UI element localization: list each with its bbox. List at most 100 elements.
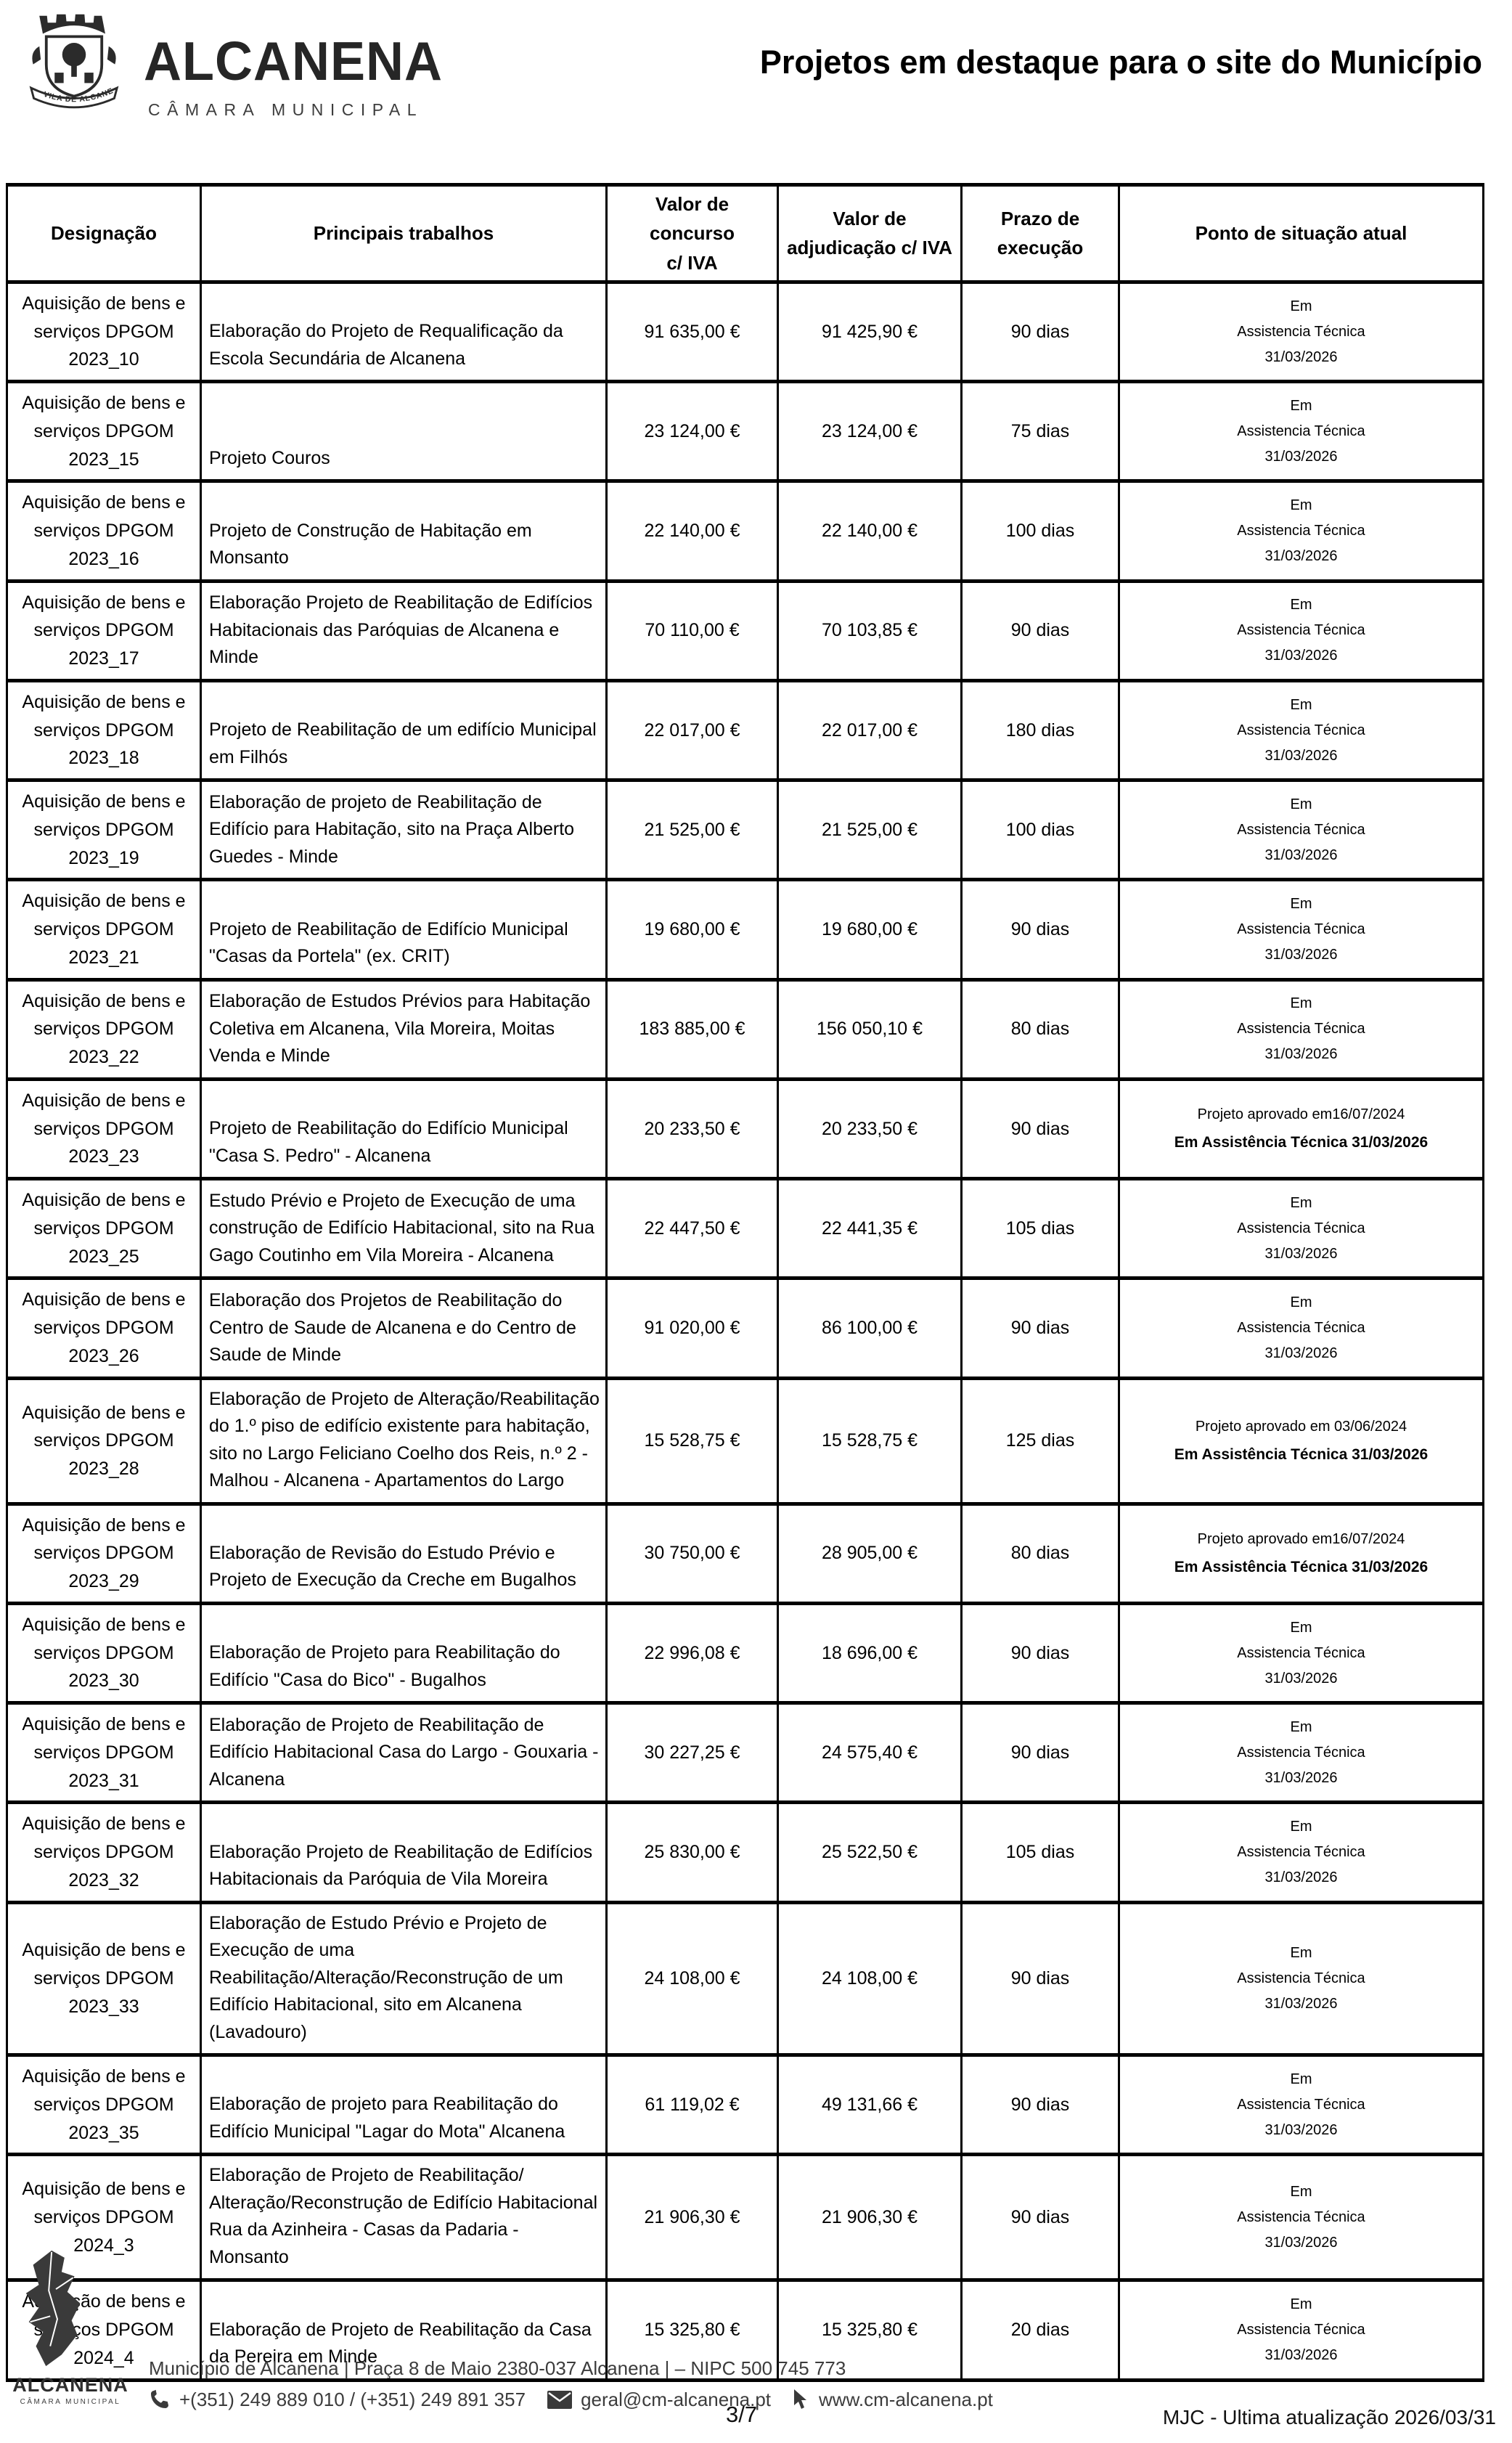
- designacao-id: 2023_10: [68, 349, 139, 370]
- cell-ponto-situacao: Em Assistencia Técnica 31/03/2026: [1118, 977, 1484, 1081]
- cell-valor-concurso: 22 017,00 €: [605, 678, 779, 783]
- status-standard: Em Assistencia Técnica 31/03/2026: [1237, 696, 1365, 764]
- designacao-line: serviços DPGOM: [33, 1543, 174, 1564]
- status-standard: Em Assistencia Técnica 31/03/2026: [1237, 1194, 1365, 1262]
- cell-ponto-situacao: Em Assistencia Técnica 31/03/2026: [1118, 1900, 1484, 2057]
- cell-ponto-situacao: Em Assistencia Técnica 31/03/2026: [1118, 2053, 1484, 2157]
- designacao-line: serviços DPGOM: [33, 1842, 174, 1863]
- table-row: Aquisição de bens e serviços DPGOM 2024_…: [6, 2153, 1484, 2283]
- cell-designacao: Aquisição de bens e serviços DPGOM 2023_…: [6, 1376, 202, 1506]
- footer-address: Município de Alcanena | Praça 8 de Maio …: [149, 2357, 846, 2379]
- cell-prazo-execucao: 80 dias: [960, 977, 1120, 1081]
- cell-ponto-situacao: Em Assistencia Técnica 31/03/2026: [1118, 579, 1484, 682]
- cell-prazo-execucao: 90 dias: [960, 579, 1120, 682]
- table-row: Aquisição de bens e serviços DPGOM 2024_…: [6, 2278, 1484, 2382]
- cell-valor-adjudicacao: 23 124,00 €: [777, 380, 963, 484]
- status-standard: Em Assistencia Técnica 31/03/2026: [1237, 1619, 1365, 1687]
- designacao-id: 2023_22: [68, 1047, 139, 1068]
- table-row: Aquisição de bens e serviços DPGOM 2023_…: [6, 1501, 1484, 1605]
- cell-valor-adjudicacao: 28 905,00 €: [777, 1501, 963, 1605]
- column-header-ponto-situacao: Ponto de situação atual: [1118, 183, 1484, 284]
- designacao-line: Aquisição de bens e: [22, 1090, 186, 1111]
- cell-valor-adjudicacao: 25 522,50 €: [777, 1800, 963, 1904]
- cell-designacao: Aquisição de bens e serviços DPGOM 2023_…: [6, 678, 202, 783]
- cell-ponto-situacao: Em Assistencia Técnica 31/03/2026: [1118, 2153, 1484, 2283]
- column-header-principais-trabalhos: Principais trabalhos: [200, 183, 608, 284]
- cell-principais-trabalhos: Elaboração dos Projetos de Reabilitação …: [200, 1276, 608, 1380]
- designacao-id: 2023_18: [68, 748, 139, 769]
- footer-brand-name: ALCANENA: [12, 2374, 128, 2396]
- cell-valor-adjudicacao: 22 140,00 €: [777, 479, 963, 583]
- cell-valor-concurso: 15 528,75 €: [605, 1376, 779, 1506]
- cell-valor-concurso: 22 140,00 €: [605, 479, 779, 583]
- table-row: Aquisição de bens e serviços DPGOM 2023_…: [6, 878, 1484, 982]
- cell-prazo-execucao: 125 dias: [960, 1376, 1120, 1506]
- cell-valor-concurso: 91 020,00 €: [605, 1276, 779, 1380]
- cell-valor-concurso: 21 525,00 €: [605, 778, 779, 882]
- table-row: Aquisição de bens e serviços DPGOM 2023_…: [6, 1701, 1484, 1805]
- table-row: Aquisição de bens e serviços DPGOM 2023_…: [6, 1376, 1484, 1506]
- column-header-prazo-execucao: Prazo de execução: [960, 183, 1120, 284]
- designacao-line: Aquisição de bens e: [22, 990, 186, 1011]
- designacao-line: serviços DPGOM: [33, 1642, 174, 1663]
- table-row: Aquisição de bens e serviços DPGOM 2023_…: [6, 1601, 1484, 1705]
- footer-email[interactable]: geral@cm-alcanena.pt: [581, 2388, 772, 2410]
- page-title: Projetos em destaque para o site do Muni…: [759, 44, 1482, 81]
- cell-valor-concurso: 23 124,00 €: [605, 380, 779, 484]
- cell-prazo-execucao: 90 dias: [960, 878, 1120, 982]
- table-row: Aquisição de bens e serviços DPGOM 2023_…: [6, 1177, 1484, 1281]
- cell-designacao: Aquisição de bens e serviços DPGOM 2023_…: [6, 479, 202, 583]
- designacao-line: serviços DPGOM: [33, 1742, 174, 1763]
- status-standard: Em Assistencia Técnica 31/03/2026: [1237, 298, 1365, 365]
- cell-ponto-situacao: Em Assistencia Técnica 31/03/2026: [1118, 1800, 1484, 1904]
- designacao-line: Aquisição de bens e: [22, 293, 186, 314]
- envelope-icon: [547, 2390, 573, 2409]
- cell-valor-adjudicacao: 24 108,00 €: [777, 1900, 963, 2057]
- cell-designacao: Aquisição de bens e serviços DPGOM 2023_…: [6, 1701, 202, 1805]
- cell-ponto-situacao: Em Assistencia Técnica 31/03/2026: [1118, 2278, 1484, 2382]
- cell-principais-trabalhos: Elaboração Projeto de Reabilitação de Ed…: [200, 1800, 608, 1904]
- designacao-line: Aquisição de bens e: [22, 891, 186, 912]
- table-row: Aquisição de bens e serviços DPGOM 2023_…: [6, 778, 1484, 882]
- footer-website[interactable]: www.cm-alcanena.pt: [819, 2388, 993, 2410]
- cell-ponto-situacao: Projeto aprovado em 03/06/2024 Em Assistê…: [1118, 1376, 1484, 1506]
- cell-ponto-situacao: Projeto aprovado em16/07/2024 Em Assistên…: [1118, 1077, 1484, 1181]
- designacao-line: serviços DPGOM: [33, 1218, 174, 1239]
- cell-prazo-execucao: 90 dias: [960, 1601, 1120, 1705]
- table-row: Aquisição de bens e serviços DPGOM 2023_…: [6, 1800, 1484, 1904]
- cell-prazo-execucao: 75 dias: [960, 380, 1120, 484]
- cell-ponto-situacao: Em Assistencia Técnica 31/03/2026: [1118, 678, 1484, 783]
- phone-icon: [149, 2389, 171, 2410]
- cell-principais-trabalhos: Elaboração de Projeto de Reabilitação de…: [200, 1701, 608, 1805]
- cell-designacao: Aquisição de bens e serviços DPGOM 2023_…: [6, 1501, 202, 1605]
- cell-prazo-execucao: 90 dias: [960, 1276, 1120, 1380]
- status-standard: Em Assistencia Técnica 31/03/2026: [1237, 1944, 1365, 2012]
- cell-ponto-situacao: Em Assistencia Técnica 31/03/2026: [1118, 380, 1484, 484]
- designacao-id: 2023_17: [68, 648, 139, 669]
- designacao-id: 2023_33: [68, 1996, 139, 2017]
- table-row: Aquisição de bens e serviços DPGOM 2023_…: [6, 2053, 1484, 2157]
- designacao-line: Aquisição de bens e: [22, 1190, 186, 1211]
- cell-prazo-execucao: 180 dias: [960, 678, 1120, 783]
- cell-ponto-situacao: Em Assistencia Técnica 31/03/2026: [1118, 778, 1484, 882]
- last-update-note: MJC - Ultima atualização 2026/03/31: [1162, 2406, 1496, 2428]
- cell-principais-trabalhos: Elaboração de Projeto de Reabilitação/ A…: [200, 2153, 608, 2283]
- table-row: Aquisição de bens e serviços DPGOM 2023_…: [6, 1900, 1484, 2057]
- designacao-id: 2024_3: [73, 2235, 134, 2256]
- cell-designacao: Aquisição de bens e serviços DPGOM 2023_…: [6, 778, 202, 882]
- status-standard: Em Assistencia Técnica 31/03/2026: [1237, 497, 1365, 565]
- cell-principais-trabalhos: Elaboração de projeto para Reabilitação …: [200, 2053, 608, 2157]
- cell-designacao: Aquisição de bens e serviços DPGOM 2023_…: [6, 1276, 202, 1380]
- cell-valor-concurso: 19 680,00 €: [605, 878, 779, 982]
- status-approved: Projeto aprovado em 03/06/2024 Em Assistê…: [1174, 1418, 1429, 1463]
- status-standard: Em Assistencia Técnica 31/03/2026: [1237, 796, 1365, 863]
- cell-valor-concurso: 91 635,00 €: [605, 280, 779, 384]
- designacao-id: 2023_28: [68, 1459, 139, 1480]
- cell-prazo-execucao: 100 dias: [960, 479, 1120, 583]
- cell-valor-adjudicacao: 20 233,50 €: [777, 1077, 963, 1181]
- designacao-id: 2023_15: [68, 449, 139, 470]
- cell-principais-trabalhos: Elaboração Projeto de Reabilitação de Ed…: [200, 579, 608, 682]
- brand-subtitle: CÂMARA MUNICIPAL: [148, 100, 424, 119]
- cell-valor-concurso: 25 830,00 €: [605, 1800, 779, 1904]
- table-row: Aquisição de bens e serviços DPGOM 2023_…: [6, 1077, 1484, 1181]
